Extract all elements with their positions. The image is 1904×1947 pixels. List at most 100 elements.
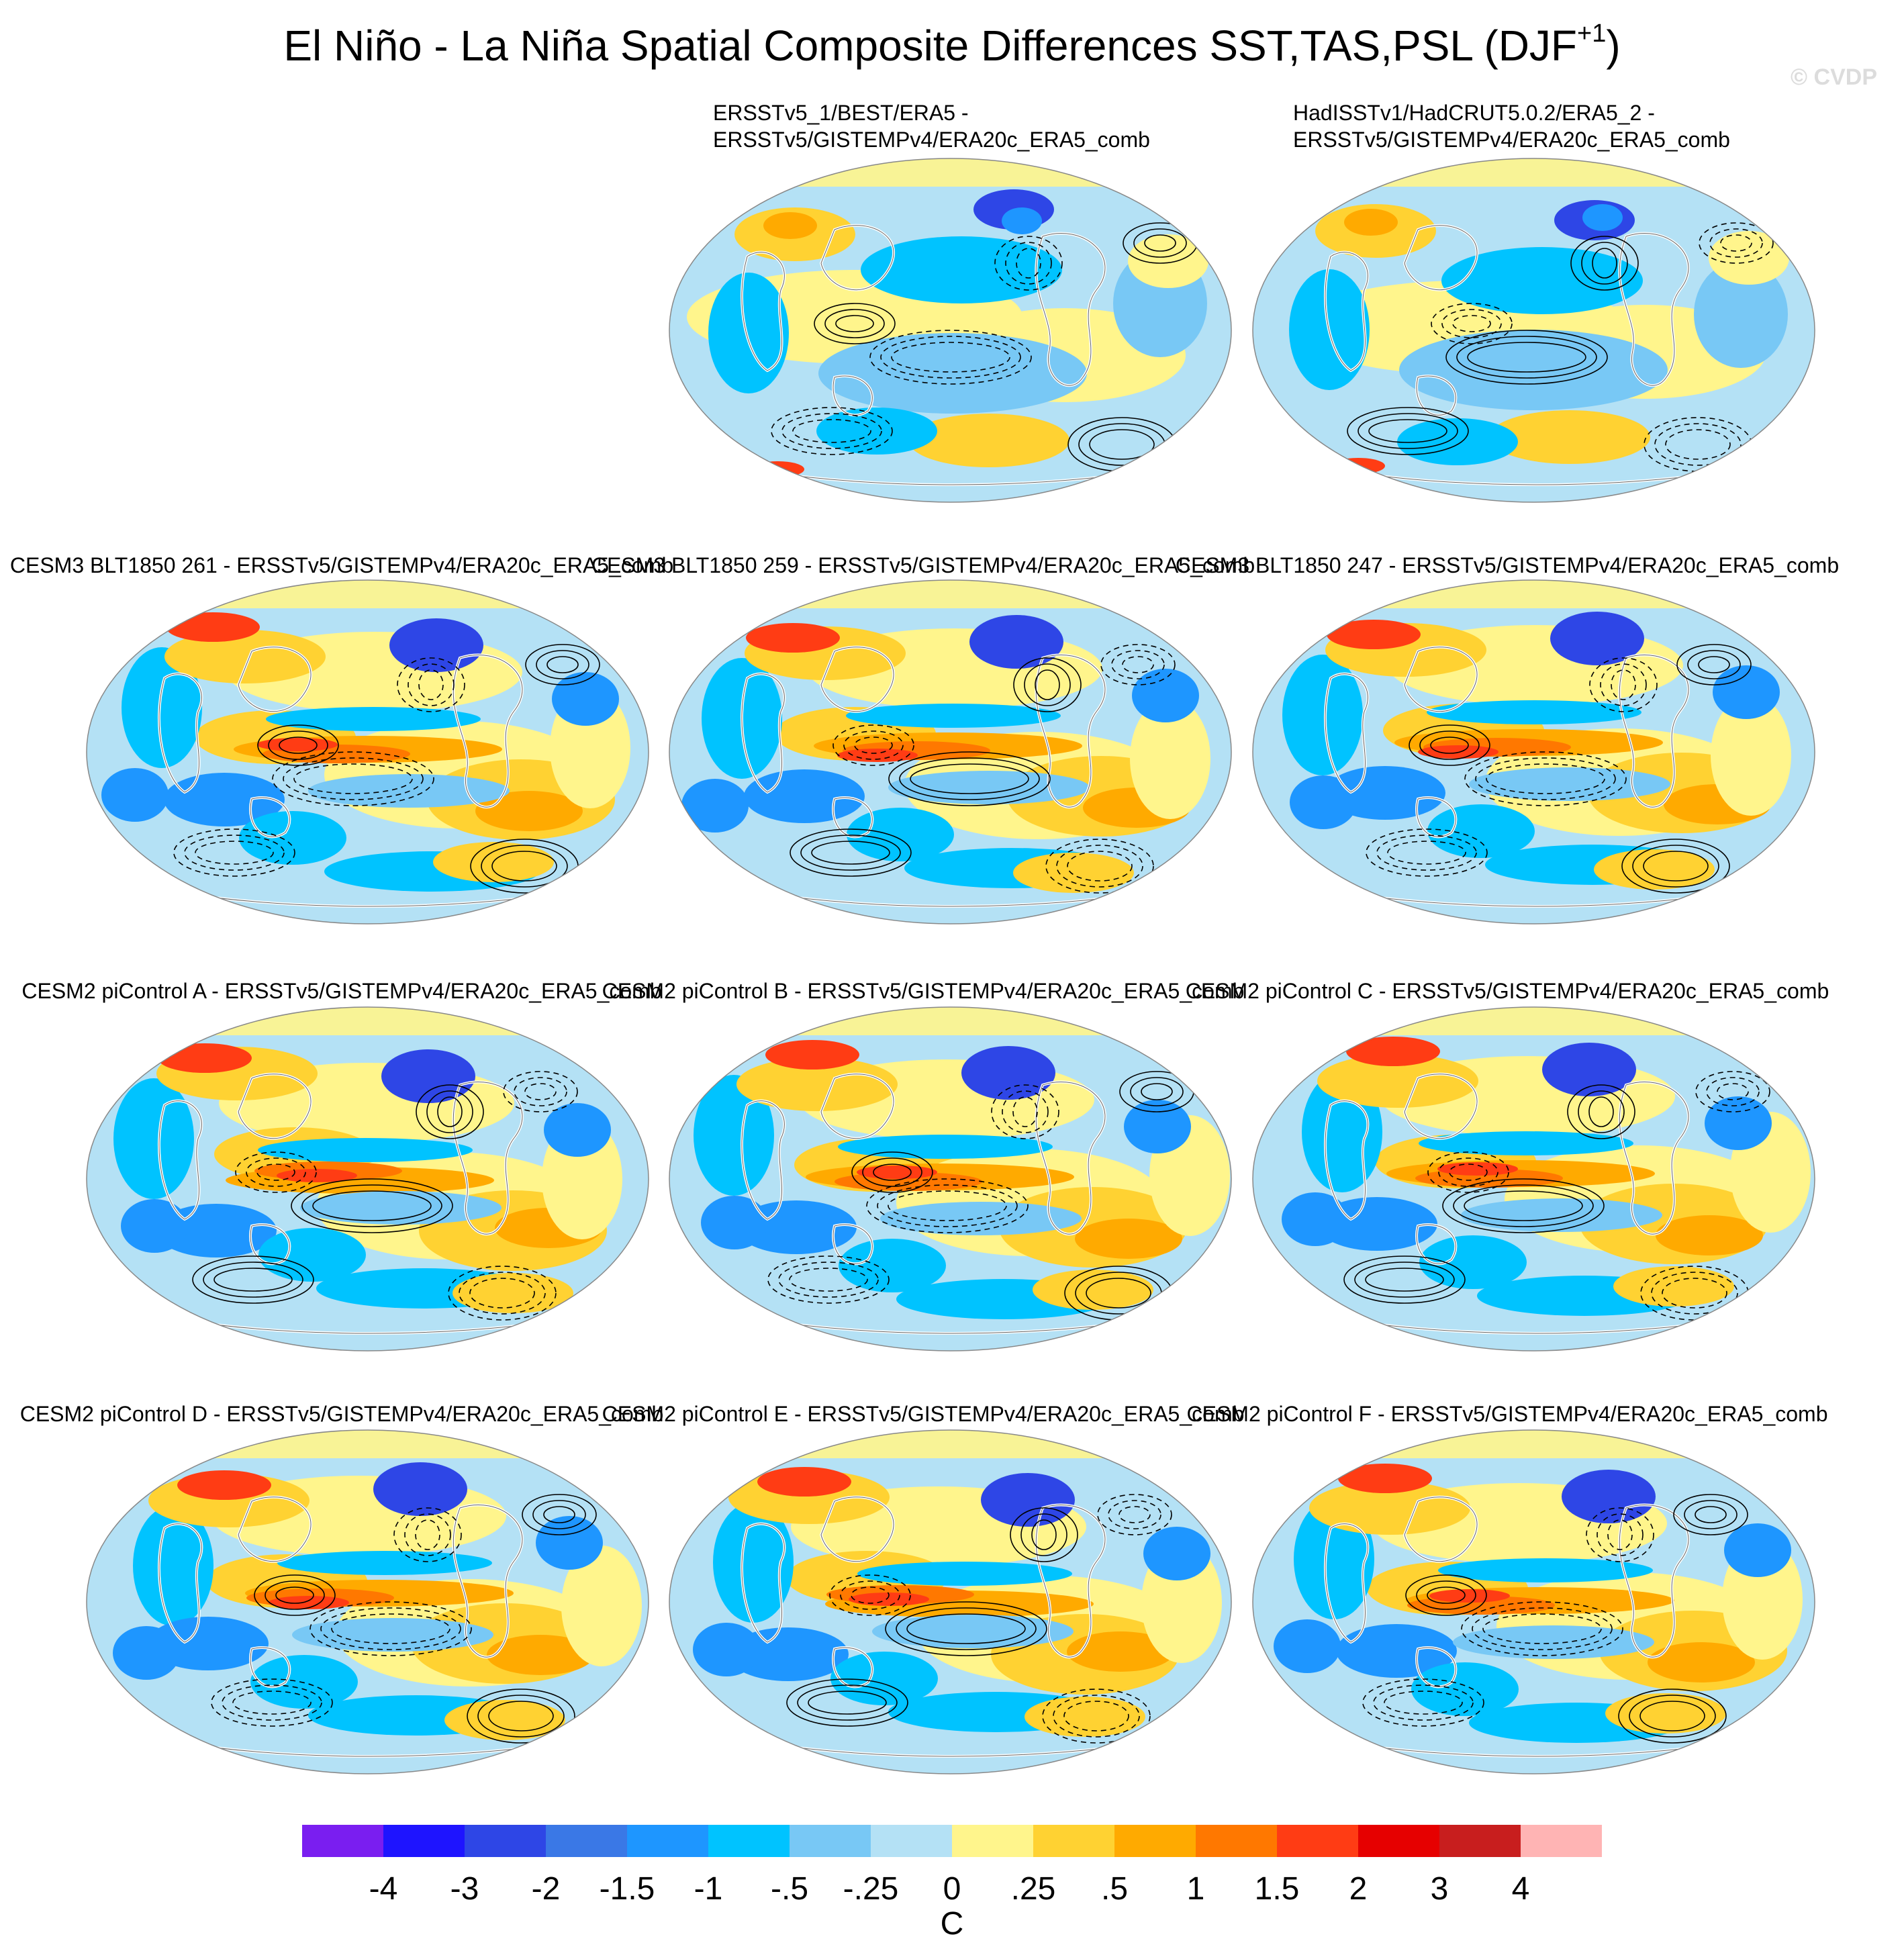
anomaly-region [1694, 260, 1788, 368]
psl-contour [1031, 1519, 1057, 1550]
psl-contour [1651, 1272, 1738, 1315]
psl-contour [1639, 1701, 1705, 1731]
psl-contour [851, 1151, 933, 1193]
psl-contour [1130, 1077, 1184, 1106]
colorbar-units: C [940, 1906, 964, 1942]
psl-contour [173, 828, 295, 877]
psl-contour [1676, 644, 1752, 685]
coastline [720, 647, 1191, 907]
colorbar-tick-label: .5 [1100, 1871, 1129, 1907]
map-svg [669, 1006, 1232, 1351]
psl-contour [491, 851, 557, 882]
psl-contour [1482, 1613, 1602, 1644]
psl-contour [1486, 763, 1605, 794]
colorbar-tick-label: 0 [943, 1871, 961, 1907]
psl-contour [1592, 248, 1617, 279]
anomaly-region [849, 1593, 929, 1606]
anomaly-region [713, 1502, 794, 1623]
colorbar-swatch-10 [1114, 1825, 1196, 1857]
map-panel-cesm2-C [1250, 1004, 1817, 1354]
anomaly-region [373, 1462, 467, 1516]
colorbar-swatch-3 [546, 1825, 627, 1857]
coastline [1303, 1497, 1774, 1757]
psl-contour [1567, 1084, 1635, 1139]
coastline [720, 1497, 1191, 1757]
psl-contour [1089, 429, 1155, 460]
anomaly-region [266, 707, 481, 731]
psl-contour [312, 1190, 432, 1221]
psl-contour [778, 1262, 879, 1298]
anomaly-region [701, 1196, 768, 1249]
psl-contour [824, 309, 885, 338]
map-panel-cesm2-A [84, 1004, 651, 1354]
psl-contour [1005, 242, 1052, 285]
anomaly-region [838, 1135, 1053, 1159]
anomaly-region [969, 615, 1063, 669]
psl-contour [415, 1519, 440, 1550]
anomaly-region [1399, 330, 1668, 410]
psl-contour [880, 336, 1021, 379]
psl-contour [1442, 1178, 1605, 1233]
psl-contour [268, 730, 328, 760]
psl-contour [991, 1084, 1059, 1139]
psl-contour [1362, 1678, 1484, 1727]
colorbar-tick-label: 4 [1511, 1871, 1530, 1907]
anomaly-region [258, 1138, 473, 1162]
psl-contour [786, 1678, 908, 1727]
map-svg [1252, 1006, 1815, 1351]
psl-contour [1409, 724, 1490, 766]
psl-contour [811, 841, 890, 865]
arctic-band [87, 1007, 649, 1035]
arctic-band [87, 1430, 649, 1458]
anomaly-region [1025, 1697, 1145, 1737]
psl-contour [293, 763, 413, 794]
map-svg [1252, 579, 1815, 924]
anomaly-region [816, 408, 937, 455]
psl-contour [1144, 234, 1176, 252]
coastline [1303, 225, 1774, 485]
anomaly-region [487, 1635, 594, 1675]
coastline [1303, 647, 1774, 907]
anomaly-region [694, 1075, 774, 1196]
anomaly-region [857, 1166, 937, 1179]
psl-contour [1706, 1077, 1760, 1106]
anomaly-region [1327, 620, 1421, 649]
map-panel-cesm2-B [667, 1004, 1234, 1354]
psl-contour [301, 1184, 442, 1227]
psl-contour [888, 1190, 1007, 1221]
psl-contour [1588, 1096, 1614, 1127]
anomaly-region [693, 1623, 760, 1676]
map-border [86, 1006, 649, 1351]
anomaly-region [1453, 1625, 1654, 1659]
colorbar-tick-label: -.25 [843, 1871, 899, 1907]
anomaly-region [1344, 209, 1398, 236]
anomaly-region [158, 1043, 252, 1073]
anomaly-region [1411, 1662, 1519, 1716]
anomaly-region [250, 1655, 358, 1709]
anomaly-region [177, 1470, 271, 1500]
psl-contour [536, 650, 589, 679]
colorbar-swatch-15 [1521, 1825, 1602, 1857]
psl-contour [1632, 845, 1719, 888]
psl-contour [1684, 1500, 1738, 1529]
anomaly-region [122, 647, 202, 768]
anomaly-region [453, 1273, 573, 1313]
psl-contour [426, 1090, 473, 1133]
psl-contour [184, 835, 285, 871]
anomaly-region [1143, 1527, 1210, 1580]
psl-contour [1045, 839, 1154, 894]
anomaly-region [164, 630, 326, 683]
anomaly-region [277, 1551, 492, 1575]
psl-contour [524, 1083, 557, 1100]
psl-contour [1108, 1500, 1161, 1529]
psl-contour [246, 1157, 306, 1187]
psl-contour [195, 841, 274, 865]
psl-contour [1643, 851, 1709, 882]
colorbar-tick-label: -4 [369, 1871, 398, 1907]
anomaly-region [1336, 1624, 1457, 1678]
anomaly-region [961, 1046, 1055, 1100]
anomaly-region [1705, 1096, 1772, 1150]
coastline [137, 647, 608, 907]
psl-contour [257, 724, 339, 766]
psl-contour [1720, 234, 1752, 252]
